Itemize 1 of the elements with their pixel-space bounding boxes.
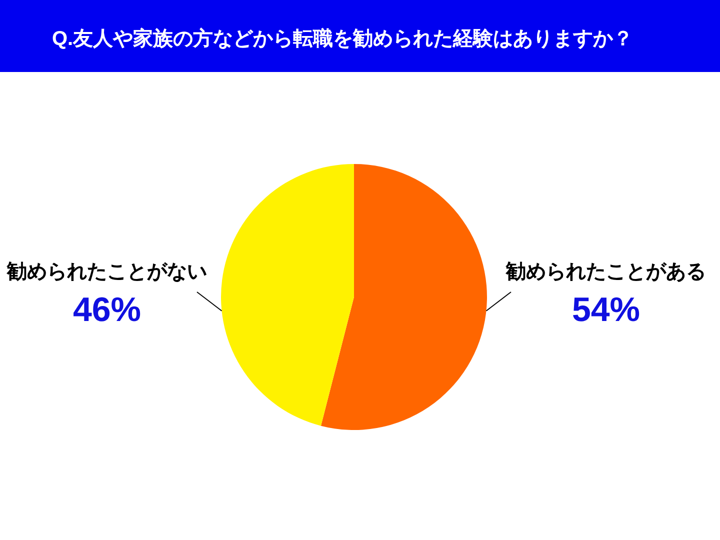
title: Q.友人や家族の方などから転職を勧められた経験はありますか？	[52, 28, 634, 50]
